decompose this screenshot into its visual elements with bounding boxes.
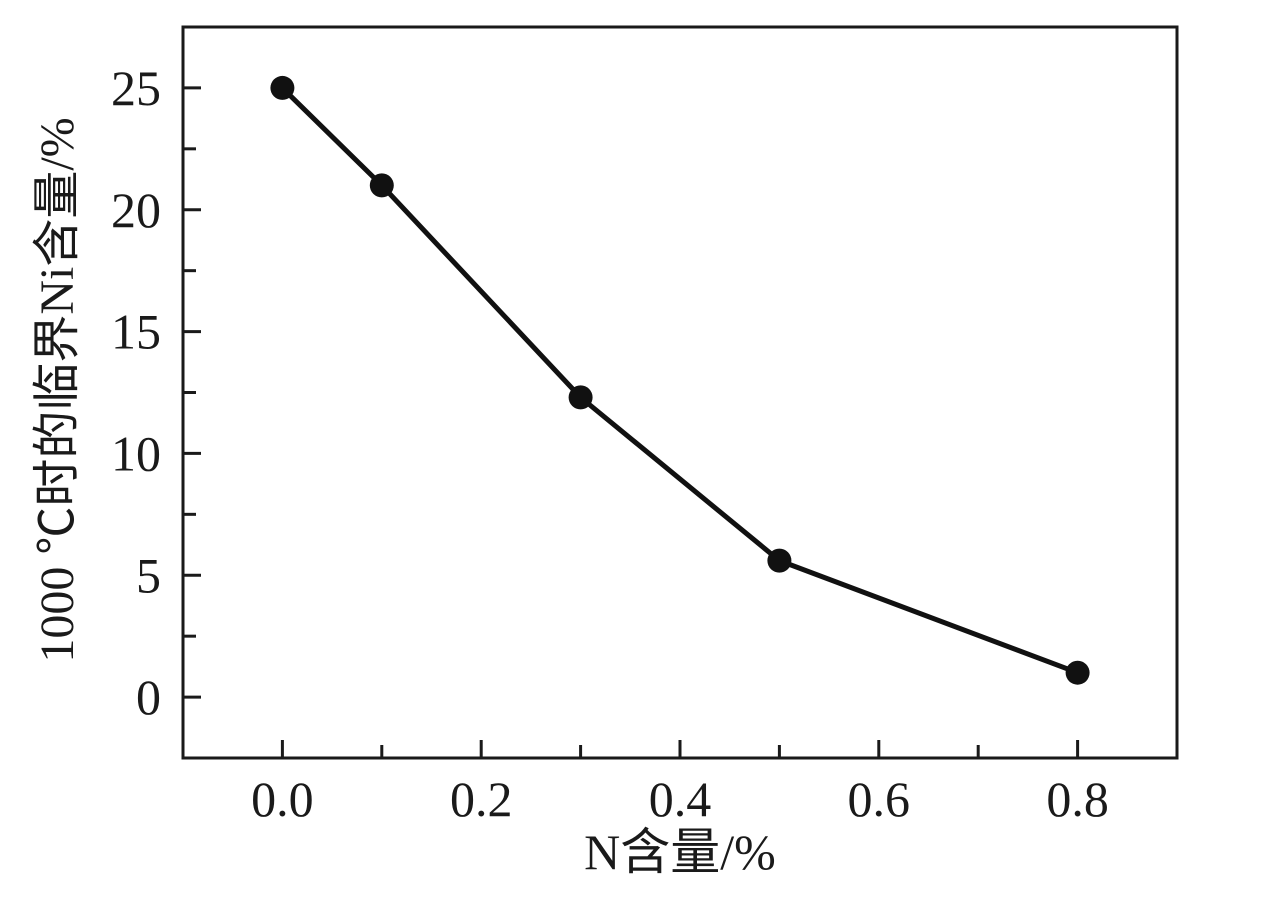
data-point-marker (568, 385, 593, 410)
data-point-marker (1065, 660, 1090, 685)
x-tick-label: 0.6 (848, 771, 911, 827)
data-point-marker (270, 75, 295, 100)
data-point-marker (369, 173, 394, 198)
y-tick-label: 25 (111, 60, 161, 116)
x-tick-label: 0.2 (450, 771, 513, 827)
y-tick-label: 5 (136, 547, 161, 603)
x-tick-label: 0.4 (649, 771, 712, 827)
y-tick-label: 0 (136, 669, 161, 725)
x-tick-label: 0.8 (1046, 771, 1109, 827)
x-tick-label: 0.0 (251, 771, 314, 827)
y-tick-label: 10 (111, 425, 161, 481)
data-point-marker (767, 548, 792, 573)
x-axis-label: N含量/% (584, 824, 776, 880)
data-line (279, 85, 1081, 676)
y-tick-label: 15 (111, 304, 161, 360)
y-axis-label: 1000 ℃时的临界Ni含量/% (31, 117, 84, 663)
plot-border (181, 25, 1179, 760)
y-tick-label: 20 (111, 182, 161, 238)
